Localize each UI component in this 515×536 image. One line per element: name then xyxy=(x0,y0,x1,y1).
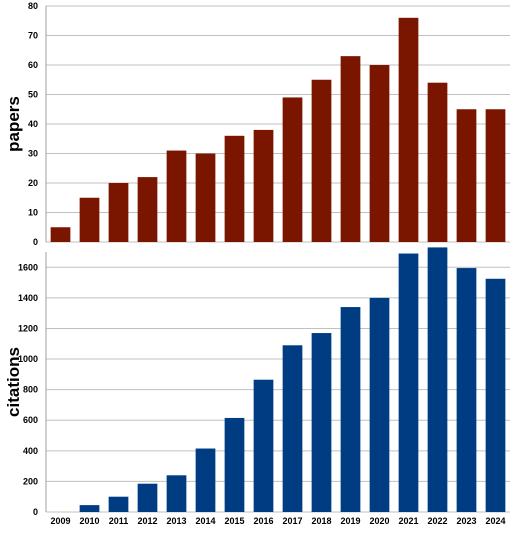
y-tick-label: 0 xyxy=(33,237,38,247)
y-tick-label: 30 xyxy=(28,149,38,159)
y-tick-label: 400 xyxy=(23,446,38,456)
x-tick-label: 2012 xyxy=(137,516,157,526)
y-tick-label: 200 xyxy=(23,476,38,486)
bar-2011 xyxy=(108,183,129,242)
y-tick-label: 50 xyxy=(28,90,38,100)
y-tick-label: 0 xyxy=(33,507,38,517)
bar-2014 xyxy=(195,153,216,242)
y-tick-label: 1600 xyxy=(18,262,38,272)
x-tick-label: 2013 xyxy=(166,516,186,526)
bar-2016 xyxy=(253,129,274,242)
y-tick-label: 1400 xyxy=(18,293,38,303)
bar-2020 xyxy=(369,65,390,242)
bar-2011 xyxy=(108,496,129,512)
y-tick-label: 80 xyxy=(28,1,38,11)
y-tick-label: 60 xyxy=(28,60,38,70)
x-tick-label: 2014 xyxy=(195,516,215,526)
x-tick-label: 2010 xyxy=(79,516,99,526)
citations-panel: 0 200 400 600 800 1000 1200 1400 1600 2009 2010 201… xyxy=(4,247,510,526)
papers-panel: 0 10 20 30 40 50 60 70 80 papers xyxy=(4,1,510,247)
bar-2015 xyxy=(224,417,245,512)
bar-2009 xyxy=(50,227,71,242)
bar-2017 xyxy=(282,345,303,512)
y-axis-label: citations xyxy=(4,347,23,417)
bar-2021 xyxy=(398,17,419,242)
bar-2022 xyxy=(427,82,448,242)
x-tick-label: 2024 xyxy=(485,516,505,526)
x-tick-label: 2017 xyxy=(282,516,302,526)
bar-2023 xyxy=(456,109,477,242)
bar-2012 xyxy=(137,483,158,512)
x-tick-label: 2011 xyxy=(109,516,129,526)
bar-2013 xyxy=(166,150,187,242)
bar-2015 xyxy=(224,135,245,242)
y-tick-label: 40 xyxy=(28,119,38,129)
bar-2010 xyxy=(79,505,100,512)
x-tick-label: 2018 xyxy=(311,516,331,526)
bar-2018 xyxy=(311,79,332,242)
y-tick-label: 10 xyxy=(28,208,38,218)
y-tick-label: 1200 xyxy=(18,323,38,333)
x-tick-label: 2023 xyxy=(456,516,476,526)
bar-2019 xyxy=(340,307,361,512)
bar-2012 xyxy=(137,177,158,242)
bar-2024 xyxy=(485,109,506,242)
y-tick-label: 600 xyxy=(23,415,38,425)
bar-2021 xyxy=(398,253,419,512)
bar-2023 xyxy=(456,268,477,512)
y-tick-label: 1000 xyxy=(18,354,38,364)
y-axis-label: papers xyxy=(4,96,23,152)
x-tick-label: 2016 xyxy=(253,516,273,526)
bar-2017 xyxy=(282,97,303,242)
x-tick-label: 2019 xyxy=(340,516,360,526)
bar-2013 xyxy=(166,475,187,512)
x-tick-label: 2020 xyxy=(369,516,389,526)
bar-2010 xyxy=(79,197,100,242)
bar-2018 xyxy=(311,333,332,512)
bar-2019 xyxy=(340,56,361,243)
bar-2016 xyxy=(253,379,274,512)
bar-2024 xyxy=(485,278,506,512)
y-tick-label: 800 xyxy=(23,385,38,395)
bar-2014 xyxy=(195,448,216,512)
x-tick-label: 2015 xyxy=(224,516,244,526)
bar-2022 xyxy=(427,247,448,513)
y-tick-label: 70 xyxy=(28,31,38,41)
y-tick-label: 20 xyxy=(28,178,38,188)
bar-2020 xyxy=(369,297,390,512)
x-tick-label: 2009 xyxy=(50,516,70,526)
x-tick-label: 2022 xyxy=(427,516,447,526)
x-tick-label: 2021 xyxy=(398,516,418,526)
